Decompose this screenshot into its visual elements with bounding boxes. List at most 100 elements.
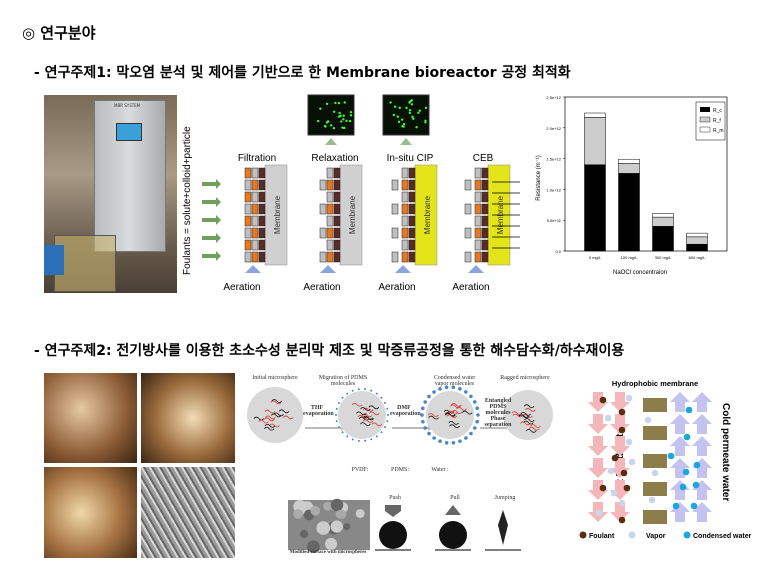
foulant-block (409, 192, 415, 202)
condensed-dot (673, 503, 680, 510)
droplet-pull: Pull (440, 495, 470, 501)
vapor-dot (629, 459, 636, 466)
water-dot (458, 439, 462, 443)
foulant-block (245, 204, 251, 214)
water-dot (423, 426, 427, 430)
vapor-dot (649, 497, 656, 504)
stage-ceb: CEB (448, 153, 518, 164)
legend-rf: R_f (713, 118, 721, 124)
foulant-block (475, 168, 481, 178)
foulant-block (259, 168, 265, 178)
foulant-block (320, 228, 326, 238)
foulant-dot (619, 517, 626, 524)
cold-permeate-arrow (692, 458, 712, 478)
legend-pdms: PDMS: (385, 467, 415, 473)
foulant-block (402, 168, 408, 178)
membrane-label: Membrane (423, 195, 432, 234)
foulant-block (482, 240, 488, 250)
vapor-dot (619, 500, 626, 507)
foulant-block (320, 252, 326, 262)
water-dot (338, 402, 340, 404)
legend-rc: R_c (713, 108, 722, 114)
foulant-dot (619, 409, 626, 416)
water-dot (358, 440, 360, 442)
foulant-block (259, 252, 265, 262)
y-tick-label: 1.5e+12 (546, 157, 561, 162)
water-dot (384, 402, 386, 404)
foulant-dot (619, 427, 626, 434)
foulant-block (465, 180, 471, 190)
legend-swatch-rm (700, 127, 710, 132)
step-initial: Initial microsphere (250, 375, 300, 381)
legend-water: Water : (425, 467, 455, 473)
foulant-block (245, 180, 251, 190)
foulant-block (402, 192, 408, 202)
vapor-dot (645, 417, 652, 424)
vapor-dot (626, 395, 633, 402)
foulant-block (334, 252, 340, 262)
foulant-block (409, 216, 415, 226)
droplet-push: Push (380, 495, 410, 501)
foulant-block (409, 240, 415, 250)
water-dot (336, 420, 338, 422)
membrane-label: Membrane (348, 195, 357, 234)
aeration-label-4: Aeration (441, 282, 501, 293)
foulant-block (252, 192, 258, 202)
foulant-block (482, 252, 488, 262)
water-dot (387, 414, 389, 416)
foulant-block (475, 252, 481, 262)
foulant-block (475, 240, 481, 250)
flow-arrow (202, 179, 221, 189)
membrane-segment (643, 482, 667, 496)
membrane-label: Membrane (273, 195, 282, 234)
foulant-block (252, 204, 258, 214)
cold-permeate-arrow (692, 436, 712, 456)
foulant-block (259, 240, 265, 250)
foulant-block (482, 216, 488, 226)
water-dot (370, 438, 372, 440)
arrow-thf: THF evaporation (303, 405, 331, 417)
foulant-block (259, 204, 265, 214)
aeration-arrow (395, 265, 411, 273)
water-dot (346, 435, 348, 437)
foulant-block (327, 240, 333, 250)
droplet-jumping: Jumping (490, 495, 520, 501)
condensed-dot (693, 482, 700, 489)
vapor-dot (652, 470, 659, 477)
foulant-block (465, 228, 471, 238)
water-dot (432, 436, 436, 440)
flow-arrow (202, 251, 221, 261)
water-dot (352, 390, 354, 392)
foulants-label: Foulants = solute+colloid+particle (182, 126, 193, 275)
electrospinning-photo-1 (44, 373, 137, 463)
y-tick-label: 2.5e+12 (546, 95, 561, 100)
foulant-block (465, 252, 471, 262)
water-dot (475, 420, 479, 424)
foulant-dot (624, 485, 631, 492)
water-dot (342, 397, 344, 399)
condensed-dot (694, 462, 701, 469)
water-dot (421, 407, 425, 411)
vapor-dot (605, 415, 612, 422)
topic2-title: - 연구주제2: 전기방사를 이용한 초소수성 분리막 제조 및 막증류공정을 … (34, 340, 624, 360)
y-tick-label: 0.0 (555, 249, 561, 254)
aeration-arrow (245, 265, 261, 273)
foulant-block (334, 180, 340, 190)
water-dot (421, 420, 425, 424)
mbr-system-photo: MBR SYSTEM (44, 95, 177, 293)
foulant-block (245, 252, 251, 262)
foulant-block (245, 192, 251, 202)
aeration-arrow (320, 265, 336, 273)
membrane-segment (643, 510, 667, 524)
membrane-segment (643, 426, 667, 440)
clsm-image (383, 95, 429, 135)
legend-rm: R_m (713, 128, 724, 134)
foulant-block (402, 204, 408, 214)
foulant-block (482, 168, 488, 178)
legend-pvdf: PVDF: (345, 467, 375, 473)
foulant-block (409, 204, 415, 214)
foulant-block (252, 168, 258, 178)
water-dot (352, 438, 354, 440)
foulant-block (327, 228, 333, 238)
foulant-block (482, 204, 488, 214)
